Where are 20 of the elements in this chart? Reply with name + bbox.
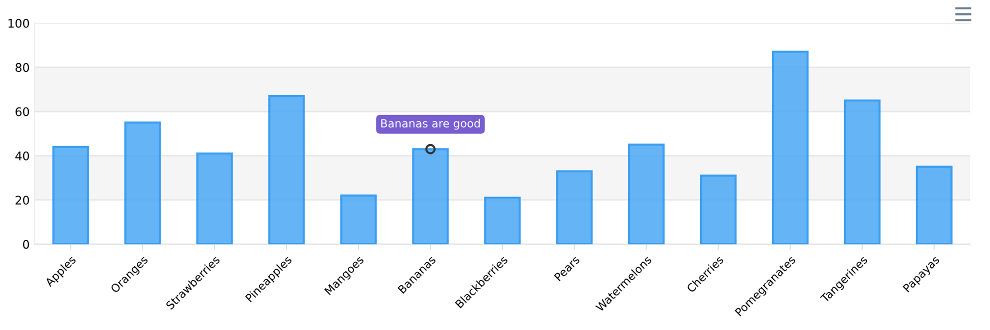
- bar: [412, 148, 449, 244]
- bar: [484, 196, 521, 244]
- bar: [556, 170, 593, 244]
- y-tick-label: 80: [16, 63, 30, 72]
- bar: [844, 99, 881, 244]
- annotation: Bananas are good: [381, 118, 480, 130]
- y-tick-label: 40: [15, 151, 30, 160]
- y-tick-label: 100: [8, 18, 30, 28]
- bar: [124, 122, 161, 244]
- bar: [772, 50, 809, 244]
- bar: [628, 144, 665, 244]
- bar: [196, 152, 233, 244]
- bar: [268, 95, 305, 244]
- bar: [52, 146, 89, 244]
- y-tick-label: 60: [16, 107, 30, 116]
- bar: [700, 174, 737, 244]
- bar: [916, 166, 953, 244]
- y-tick-label: 20: [16, 196, 30, 205]
- bar: [340, 194, 377, 244]
- y-tick-label: 0: [23, 240, 30, 249]
